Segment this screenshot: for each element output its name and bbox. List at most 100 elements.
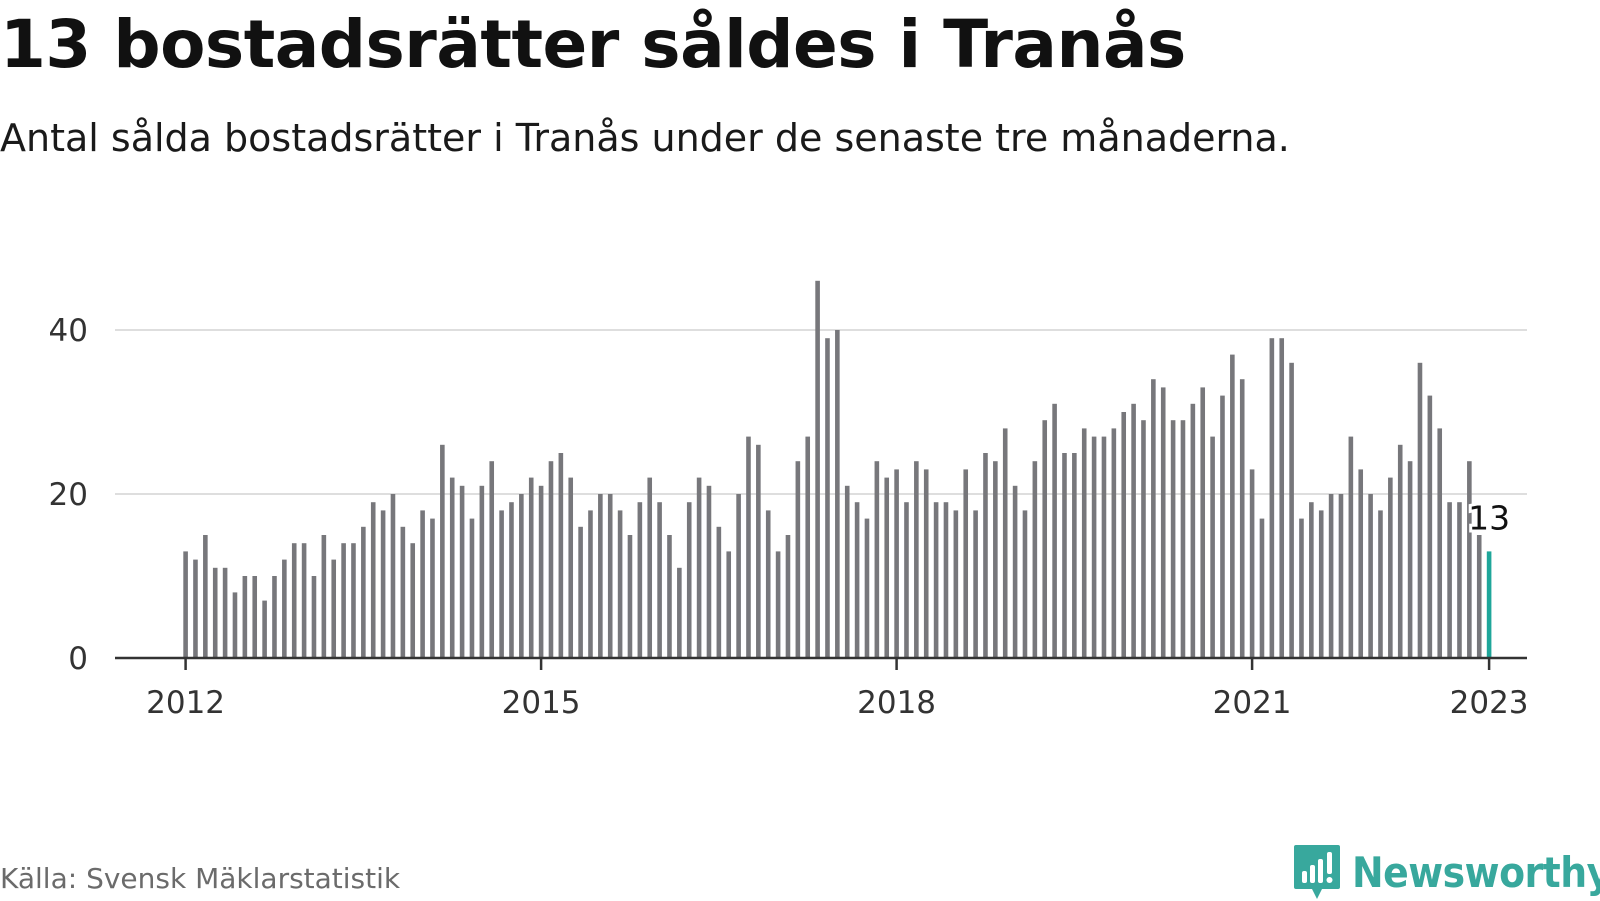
bar xyxy=(459,485,465,658)
bar xyxy=(548,461,554,658)
bar xyxy=(538,485,544,658)
bar xyxy=(1447,502,1452,658)
bar xyxy=(914,461,919,658)
bar xyxy=(923,469,929,658)
bar xyxy=(1358,469,1364,658)
bar xyxy=(1239,379,1245,658)
bar xyxy=(1427,395,1433,658)
bar xyxy=(1457,502,1462,658)
bar xyxy=(1279,338,1285,658)
bar xyxy=(1151,379,1156,658)
bar xyxy=(1121,412,1127,658)
bar xyxy=(854,502,860,658)
bar xyxy=(1309,502,1314,658)
bar xyxy=(1269,338,1275,658)
bar xyxy=(1348,436,1354,658)
bar xyxy=(805,436,811,658)
bar xyxy=(469,518,475,658)
bar xyxy=(203,535,208,658)
bar xyxy=(1131,403,1136,658)
bar xyxy=(430,518,435,658)
bar xyxy=(775,551,781,658)
bar xyxy=(528,477,534,658)
bar xyxy=(904,502,909,658)
bar xyxy=(1368,494,1373,658)
bar xyxy=(1180,420,1186,658)
bar xyxy=(1190,403,1196,658)
y-tick-label: 40 xyxy=(49,313,88,349)
bar xyxy=(351,543,356,658)
highlight-value-label: 13 xyxy=(1468,498,1510,537)
bar xyxy=(726,551,732,658)
bar xyxy=(252,576,258,658)
highlight-bar xyxy=(1486,551,1492,658)
bar xyxy=(1002,428,1008,658)
bar xyxy=(499,510,504,658)
bar xyxy=(1230,354,1235,658)
page-title: 13 bostadsrätter såldes i Tranås xyxy=(0,6,1186,83)
bar xyxy=(785,535,791,658)
bar xyxy=(370,502,376,658)
bar xyxy=(1210,436,1215,658)
bar xyxy=(222,567,228,658)
bars xyxy=(183,280,1492,658)
bar xyxy=(1299,518,1304,658)
bar xyxy=(1101,436,1107,658)
bar xyxy=(1259,518,1265,658)
bar xyxy=(341,543,346,658)
bar xyxy=(1012,485,1018,658)
bar xyxy=(1042,420,1048,658)
bar xyxy=(637,502,643,658)
bar xyxy=(1081,428,1087,658)
bar xyxy=(686,502,692,658)
bar xyxy=(756,444,761,658)
bar xyxy=(1072,453,1077,658)
bar xyxy=(440,444,445,658)
bar xyxy=(291,543,297,658)
bar xyxy=(627,535,633,658)
bar xyxy=(1052,403,1057,658)
bar xyxy=(894,469,899,658)
bar xyxy=(489,461,495,658)
bar xyxy=(963,469,969,658)
bar xyxy=(1220,395,1225,658)
bar xyxy=(380,510,386,658)
bar xyxy=(509,502,514,658)
bar xyxy=(1318,510,1324,658)
grid-lines xyxy=(115,329,1527,495)
y-tick-label: 0 xyxy=(68,641,88,677)
bar xyxy=(331,559,337,658)
bar xyxy=(844,485,850,658)
bar xyxy=(1170,420,1176,658)
bar xyxy=(311,576,317,658)
source-note: Källa: Svensk Mäklarstatistik xyxy=(0,862,401,895)
bar xyxy=(410,543,416,658)
bar xyxy=(400,526,406,658)
bar xyxy=(696,477,702,658)
bar xyxy=(232,592,238,658)
bar xyxy=(242,576,248,658)
bar xyxy=(1022,510,1028,658)
bar xyxy=(864,518,870,658)
bar xyxy=(598,494,603,658)
bar xyxy=(1328,494,1334,658)
bar xyxy=(765,510,771,658)
bar xyxy=(1397,444,1403,658)
bar xyxy=(835,330,840,658)
bar xyxy=(282,559,287,658)
brand[interactable]: Newsworthy xyxy=(1292,843,1600,901)
bar xyxy=(1407,461,1413,658)
bar xyxy=(953,510,959,658)
bar xyxy=(183,551,188,658)
bar xyxy=(667,535,672,658)
x-tick-label: 2012 xyxy=(146,685,225,721)
bar xyxy=(193,559,198,658)
axes: 0 20 40 2012 2015 2018 2021 2023 13 xyxy=(49,313,1529,721)
bar xyxy=(1111,428,1117,658)
bar xyxy=(558,453,564,658)
bar xyxy=(1378,510,1383,658)
bar xyxy=(479,485,485,658)
bar xyxy=(272,576,277,658)
bar xyxy=(1160,387,1166,658)
